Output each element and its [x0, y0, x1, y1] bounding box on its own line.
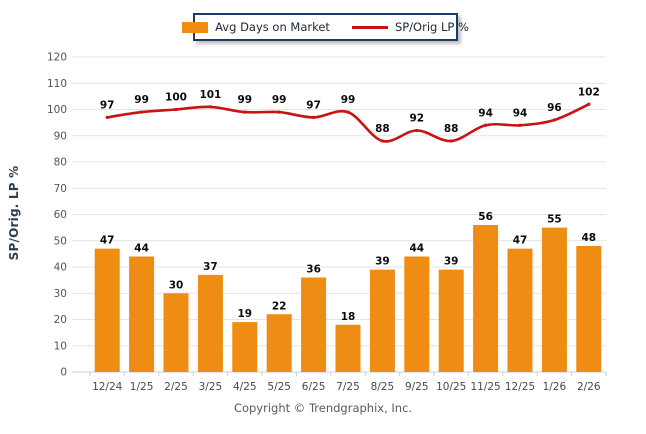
line-value-label: 100 [165, 92, 187, 104]
x-tick-label: 12/24 [92, 381, 123, 393]
bar-value-label: 56 [478, 211, 493, 223]
copyright-text: Copyright © Trendgraphix, Inc. [233, 401, 413, 415]
x-tick-label: 1/25 [130, 381, 154, 393]
y-tick-label: 50 [54, 235, 67, 247]
line-value-label: 99 [134, 94, 149, 106]
line-point [312, 115, 316, 119]
bar [473, 225, 499, 372]
legend-item-line-series: SP/Orig LP % [351, 20, 469, 34]
x-tick-label: 9/25 [405, 381, 429, 393]
line-point [552, 118, 557, 122]
line-point [208, 105, 212, 109]
line-value-label: 99 [272, 94, 287, 106]
line-point [346, 110, 350, 114]
x-tick-label: 5/25 [267, 381, 291, 393]
line-point [243, 110, 247, 114]
line-value-label: 99 [237, 94, 252, 106]
y-tick-label: 60 [54, 209, 67, 221]
line-value-label: 101 [199, 89, 221, 101]
line-value-label: 88 [375, 123, 390, 135]
bar [266, 314, 292, 372]
y-tick-label: 120 [47, 52, 67, 64]
bar-value-label: 44 [134, 243, 149, 255]
bar-value-label: 19 [237, 308, 252, 320]
y-tick-label: 110 [47, 78, 67, 90]
bar-value-label: 47 [513, 235, 528, 247]
legend-label-bar-series: Avg Days on Market [215, 20, 330, 34]
x-tick-label: 12/25 [505, 381, 535, 393]
line-series-swatch [351, 25, 388, 29]
line-value-label: 96 [547, 102, 562, 114]
x-tick-label: 2/26 [577, 381, 601, 393]
bar-value-label: 37 [203, 261, 218, 273]
y-tick-label: 20 [54, 314, 67, 326]
line-point [449, 139, 453, 143]
y-axis-title: SP/Orig. LP % [7, 165, 21, 261]
line-point [140, 110, 144, 114]
x-tick-label: 4/25 [233, 381, 257, 393]
bar [576, 246, 602, 372]
bar-value-label: 39 [375, 256, 390, 268]
bar [369, 269, 395, 372]
line-value-label: 99 [341, 94, 356, 106]
line-point [415, 128, 419, 133]
bar [232, 322, 258, 372]
y-tick-label: 30 [54, 288, 67, 300]
bar-value-label: 18 [341, 311, 356, 323]
x-tick-label: 8/25 [371, 381, 395, 393]
bar-value-label: 48 [581, 232, 596, 244]
legend-item-bar-series: Avg Days on Market [182, 20, 330, 34]
y-tick-label: 0 [60, 367, 67, 379]
line-point [587, 102, 591, 106]
bar-value-label: 55 [547, 214, 562, 226]
line-point [380, 139, 384, 143]
bar-value-label: 36 [306, 264, 321, 276]
line-value-label: 94 [513, 107, 528, 119]
y-tick-label: 70 [54, 183, 67, 195]
x-tick-label: 11/25 [470, 381, 500, 393]
bar [163, 293, 189, 372]
line-point [174, 107, 178, 112]
line-value-label: 92 [409, 113, 424, 125]
y-tick-label: 90 [54, 130, 67, 142]
bar [507, 248, 533, 372]
bar [438, 269, 464, 372]
bar-value-label: 47 [100, 235, 115, 247]
bar [94, 248, 120, 372]
bar [404, 256, 430, 372]
x-tick-label: 7/25 [336, 381, 360, 393]
x-tick-label: 1/26 [543, 381, 567, 393]
x-tick-label: 10/25 [436, 381, 466, 393]
line-value-label: 97 [100, 99, 115, 111]
line-point [277, 110, 281, 114]
bar-value-label: 30 [169, 279, 184, 291]
line-value-label: 97 [306, 99, 321, 111]
x-tick-label: 6/25 [302, 381, 326, 393]
bar-value-label: 44 [409, 243, 424, 255]
line-point [484, 123, 488, 127]
bar [129, 256, 155, 372]
line-point [105, 115, 109, 119]
y-tick-label: 10 [54, 340, 67, 352]
legend-label-line-series: SP/Orig LP % [394, 20, 469, 34]
line-value-label: 88 [444, 123, 459, 135]
legend: Avg Days on Market SP/Orig LP % [182, 13, 469, 41]
x-tick-label: 3/25 [199, 381, 223, 393]
y-tick-label: 80 [54, 157, 67, 169]
x-tick-label: 2/25 [164, 381, 188, 393]
bar-value-label: 39 [444, 256, 459, 268]
bar-value-label: 22 [272, 300, 287, 312]
y-tick-label: 40 [54, 262, 67, 274]
line-point [518, 123, 522, 127]
line-value-label: 94 [478, 107, 493, 119]
bar-series-swatch [182, 21, 209, 33]
bar [541, 227, 567, 372]
bar [335, 324, 361, 372]
bar [197, 274, 223, 372]
line-value-label: 102 [578, 86, 600, 98]
bar [301, 277, 327, 372]
y-tick-label: 100 [47, 104, 67, 116]
